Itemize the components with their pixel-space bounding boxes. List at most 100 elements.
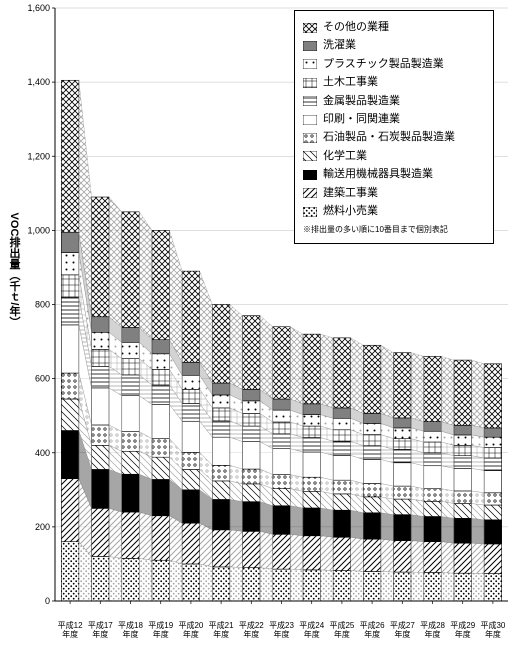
x-axis-label: 平成26年度: [357, 621, 387, 639]
svg-text:0: 0: [45, 596, 50, 606]
bar-segment: [454, 504, 472, 519]
bar-segment: [454, 456, 472, 469]
bar-segment: [484, 520, 502, 544]
bar-segment: [152, 354, 170, 370]
x-axis-label: 平成27年度: [387, 621, 417, 639]
bar-segment: [394, 515, 412, 541]
bar-segment: [333, 441, 351, 455]
x-axis-label: 平成18年度: [115, 621, 145, 639]
bar-segment: [363, 459, 381, 483]
bar-segment: [212, 499, 230, 529]
svg-text:1,000: 1,000: [27, 225, 50, 235]
y-axis-label: VOC排出量（千ｔ/年）: [6, 213, 22, 328]
bar-segment: [454, 573, 472, 601]
legend: その他の業種洗濯業プラスチック製品製造業土木工事業金属製品製造業印刷・同関連業石…: [294, 10, 494, 244]
legend-item: 土木工事業: [303, 75, 485, 90]
bar-segment: [454, 425, 472, 435]
bar-segment: [273, 410, 291, 422]
bar-segment: [92, 349, 110, 366]
bar-segment: [61, 253, 79, 275]
bar-segment: [122, 212, 140, 328]
bar-segment: [243, 502, 261, 532]
bar-segment: [212, 567, 230, 601]
bar-segment: [333, 510, 351, 537]
bar-segment: [212, 383, 230, 395]
bar-segment: [363, 446, 381, 460]
bar-segment: [394, 486, 412, 499]
bar-segment: [424, 542, 442, 573]
bar-segment: [424, 356, 442, 421]
bar-segment: [363, 539, 381, 571]
bar-segment: [333, 455, 351, 480]
bar-segment: [454, 435, 472, 445]
bar-segment: [61, 479, 79, 542]
bar-segment: [424, 466, 442, 489]
bar-segment: [243, 401, 261, 414]
x-axis-label: 平成17年度: [85, 621, 115, 639]
bar-segment: [212, 437, 230, 465]
x-axis-label: 平成24年度: [297, 621, 327, 639]
bar-segment: [212, 421, 230, 437]
x-axis-label: 平成28年度: [417, 621, 447, 639]
bar-segment: [424, 489, 442, 502]
svg-text:400: 400: [35, 448, 50, 458]
x-axis-label: 平成23年度: [266, 621, 296, 639]
bar-segment: [122, 474, 140, 512]
bar-segment: [273, 506, 291, 535]
bar-segment: [122, 451, 140, 474]
bar-segment: [61, 431, 79, 479]
x-axis-label: 平成21年度: [206, 621, 236, 639]
bar-segment: [484, 493, 502, 505]
bar-segment: [212, 530, 230, 567]
legend-label: 土木工事業: [323, 75, 378, 90]
bar-segment: [333, 408, 351, 418]
bar-segment: [363, 497, 381, 513]
bar-segment: [273, 475, 291, 489]
bar-segment: [273, 449, 291, 475]
bar-segment: [92, 366, 110, 387]
bar-segment: [303, 426, 321, 437]
bar-segment: [333, 537, 351, 570]
legend-item: 洗濯業: [303, 38, 485, 53]
legend-label: その他の業種: [323, 20, 389, 35]
bar-segment: [243, 316, 261, 390]
legend-item: プラスチック製品製造業: [303, 57, 485, 72]
legend-note: ※排出量の多い順に10番目まで個別表記: [303, 225, 485, 235]
bar-segment: [122, 558, 140, 601]
bar-segment: [182, 271, 200, 362]
legend-swatch: [303, 188, 317, 198]
bar-segment: [424, 431, 442, 442]
bar-segment: [212, 408, 230, 421]
bar-segment: [92, 388, 110, 425]
bar-segment: [454, 518, 472, 543]
legend-item: その他の業種: [303, 20, 485, 35]
legend-swatch: [303, 59, 317, 69]
bar-segment: [122, 375, 140, 396]
bar-segment: [394, 353, 412, 418]
legend-item: 金属製品製造業: [303, 94, 485, 109]
legend-label: 化学工業: [323, 149, 367, 164]
bar-segment: [303, 536, 321, 570]
legend-swatch: [303, 41, 317, 51]
svg-text:1,200: 1,200: [27, 151, 50, 161]
bar-segment: [273, 399, 291, 410]
legend-label: プラスチック製品製造業: [323, 57, 444, 72]
bar-segment: [61, 297, 79, 325]
bar-segment: [212, 395, 230, 408]
legend-swatch: [303, 170, 317, 180]
svg-text:1,600: 1,600: [27, 3, 50, 13]
legend-label: 金属製品製造業: [323, 94, 400, 109]
bar-segment: [484, 505, 502, 520]
bar-segment: [61, 275, 79, 297]
bar-segment: [243, 531, 261, 567]
bar-segment: [92, 508, 110, 556]
bar-segment: [61, 399, 79, 431]
legend-label: 輸送用機械器具製造業: [323, 167, 433, 182]
legend-swatch: [303, 96, 317, 106]
bar-segment: [182, 403, 200, 421]
bar-segment: [92, 469, 110, 508]
legend-item: 石油製品・石炭製品製造業: [303, 130, 485, 145]
bar-segment: [424, 516, 442, 541]
bar-segment: [152, 516, 170, 560]
bar-segment: [333, 571, 351, 601]
